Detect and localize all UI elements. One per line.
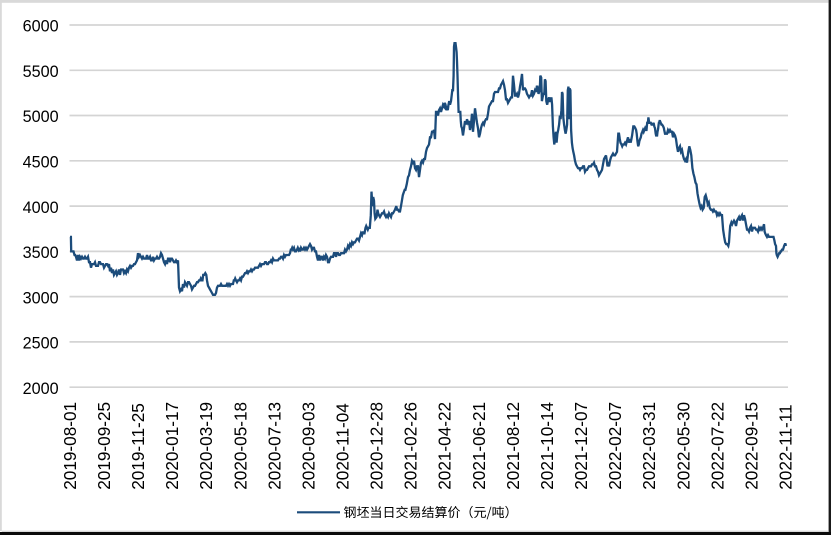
- svg-text:5000: 5000: [23, 108, 59, 126]
- svg-text:3500: 3500: [23, 244, 59, 262]
- svg-text:2019-09-25: 2019-09-25: [94, 402, 114, 490]
- svg-text:2020-05-18: 2020-05-18: [230, 402, 250, 490]
- svg-text:2020-11-04: 2020-11-04: [333, 403, 353, 490]
- svg-text:2020-12-28: 2020-12-28: [367, 402, 387, 490]
- svg-text:2022-07-22: 2022-07-22: [707, 402, 727, 490]
- svg-text:2022-09-15: 2022-09-15: [741, 402, 761, 490]
- svg-text:5500: 5500: [23, 63, 59, 81]
- svg-text:2022-05-30: 2022-05-30: [673, 402, 693, 490]
- svg-text:2021-06-21: 2021-06-21: [469, 402, 489, 490]
- svg-text:2022-02-07: 2022-02-07: [605, 402, 625, 490]
- svg-text:6000: 6000: [23, 18, 59, 36]
- svg-text:2022-03-31: 2022-03-31: [639, 402, 659, 490]
- svg-text:2019-11-25: 2019-11-25: [128, 403, 148, 490]
- svg-text:4500: 4500: [23, 154, 59, 172]
- svg-text:2019-08-01: 2019-08-01: [60, 402, 80, 490]
- svg-text:2021-12-07: 2021-12-07: [571, 402, 591, 490]
- svg-text:2021-08-12: 2021-08-12: [503, 402, 523, 490]
- svg-text:2020-03-19: 2020-03-19: [196, 402, 216, 490]
- svg-text:2021-04-22: 2021-04-22: [435, 402, 455, 490]
- svg-text:2021-02-26: 2021-02-26: [401, 402, 421, 490]
- svg-text:2020-01-17: 2020-01-17: [162, 402, 182, 490]
- svg-text:2500: 2500: [23, 335, 59, 353]
- svg-text:3000: 3000: [23, 289, 59, 307]
- svg-text:2020-07-13: 2020-07-13: [264, 402, 284, 490]
- svg-text:2022-11-11: 2022-11-11: [776, 404, 796, 489]
- svg-text:4000: 4000: [23, 199, 59, 217]
- svg-text:2021-10-14: 2021-10-14: [537, 401, 557, 489]
- svg-text:2020-09-03: 2020-09-03: [298, 402, 318, 490]
- svg-text:2000: 2000: [23, 380, 59, 398]
